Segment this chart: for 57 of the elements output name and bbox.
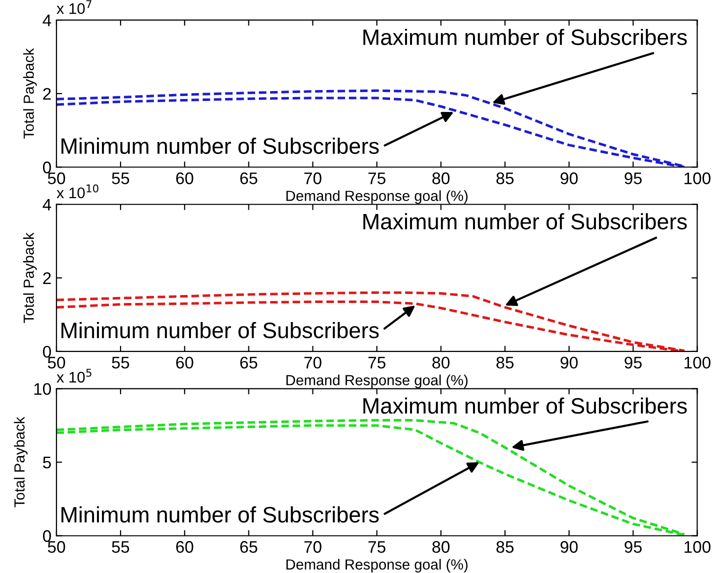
x-tick-label: 50 xyxy=(48,172,66,184)
annotation: Maximum number of Subscribers xyxy=(363,28,687,46)
y-tick-label: 0 xyxy=(42,162,51,174)
y-tick-label: 10 xyxy=(34,383,51,395)
text: x 10$^{5}$ xyxy=(56,368,92,383)
x-tick-label: 80 xyxy=(432,172,450,184)
x-tick-label: 95 xyxy=(624,356,642,369)
x-tick-label: 95 xyxy=(624,541,642,553)
y-tick-label: 0 xyxy=(42,530,51,542)
x-axis-title: Demand Response goal (%) xyxy=(286,558,468,573)
x-tick-label: 95 xyxy=(624,172,642,184)
x-tick-label: 100 xyxy=(684,172,710,184)
x-tick-label: 90 xyxy=(560,541,578,553)
x-tick-label: 85 xyxy=(496,172,514,184)
x-tick-label: 60 xyxy=(176,172,194,184)
x-tick-label: 70 xyxy=(304,356,322,369)
x-tick-label: 90 xyxy=(560,172,578,184)
x-tick-label: 80 xyxy=(432,356,450,369)
y-tick-label: 5 xyxy=(43,456,51,468)
annotation: Minimum number of Subscribers xyxy=(62,506,379,523)
x-tick-label: 85 xyxy=(496,356,514,369)
text: x 10$^{7}$ xyxy=(56,0,92,14)
x-tick-label: 50 xyxy=(48,356,66,369)
y-tick-label: 0 xyxy=(42,346,51,358)
y-tick-label: 4 xyxy=(42,14,52,26)
x-tick-label: 55 xyxy=(112,541,130,553)
x-tick-label: 75 xyxy=(368,172,386,184)
y-tick-label: 2 xyxy=(43,272,51,284)
x-tick-label: 65 xyxy=(240,356,258,369)
x-tick-label: 70 xyxy=(304,172,322,184)
y-tick-label: 4 xyxy=(42,198,52,210)
x-tick-label: 80 xyxy=(432,541,450,553)
x-tick-label: 75 xyxy=(368,356,386,369)
x-axis-title: Demand Response goal (%) xyxy=(286,190,468,204)
annotation: Minimum number of Subscribers xyxy=(62,322,379,338)
x-tick-label: 85 xyxy=(496,541,514,553)
y-axis-title: Total Payback xyxy=(23,232,37,323)
x-tick-label: 65 xyxy=(240,172,258,184)
x-tick-label: 100 xyxy=(684,541,710,553)
text: x 10$^{10}$ xyxy=(56,184,98,198)
x-tick-label: 100 xyxy=(684,356,710,369)
x-tick-label: 75 xyxy=(368,541,386,553)
x-tick-label: 55 xyxy=(112,356,130,369)
annotation: Maximum number of Subscribers xyxy=(363,397,687,414)
x-tick-label: 50 xyxy=(48,541,66,553)
annotation: Maximum number of Subscribers xyxy=(363,213,687,230)
y-axis-title: Total Payback xyxy=(23,48,37,139)
annotation: Minimum number of Subscribers xyxy=(62,138,379,154)
x-tick-label: 60 xyxy=(176,356,194,369)
x-tick-label: 90 xyxy=(560,356,578,369)
y-tick-label: 2 xyxy=(43,88,51,100)
x-tick-label: 70 xyxy=(304,541,322,553)
x-tick-label: 65 xyxy=(240,541,258,553)
x-axis-title: Demand Response goal (%) xyxy=(286,374,468,388)
x-tick-label: 60 xyxy=(176,541,194,553)
y-axis-title: Total Payback xyxy=(14,416,28,508)
x-tick-label: 55 xyxy=(112,172,130,184)
